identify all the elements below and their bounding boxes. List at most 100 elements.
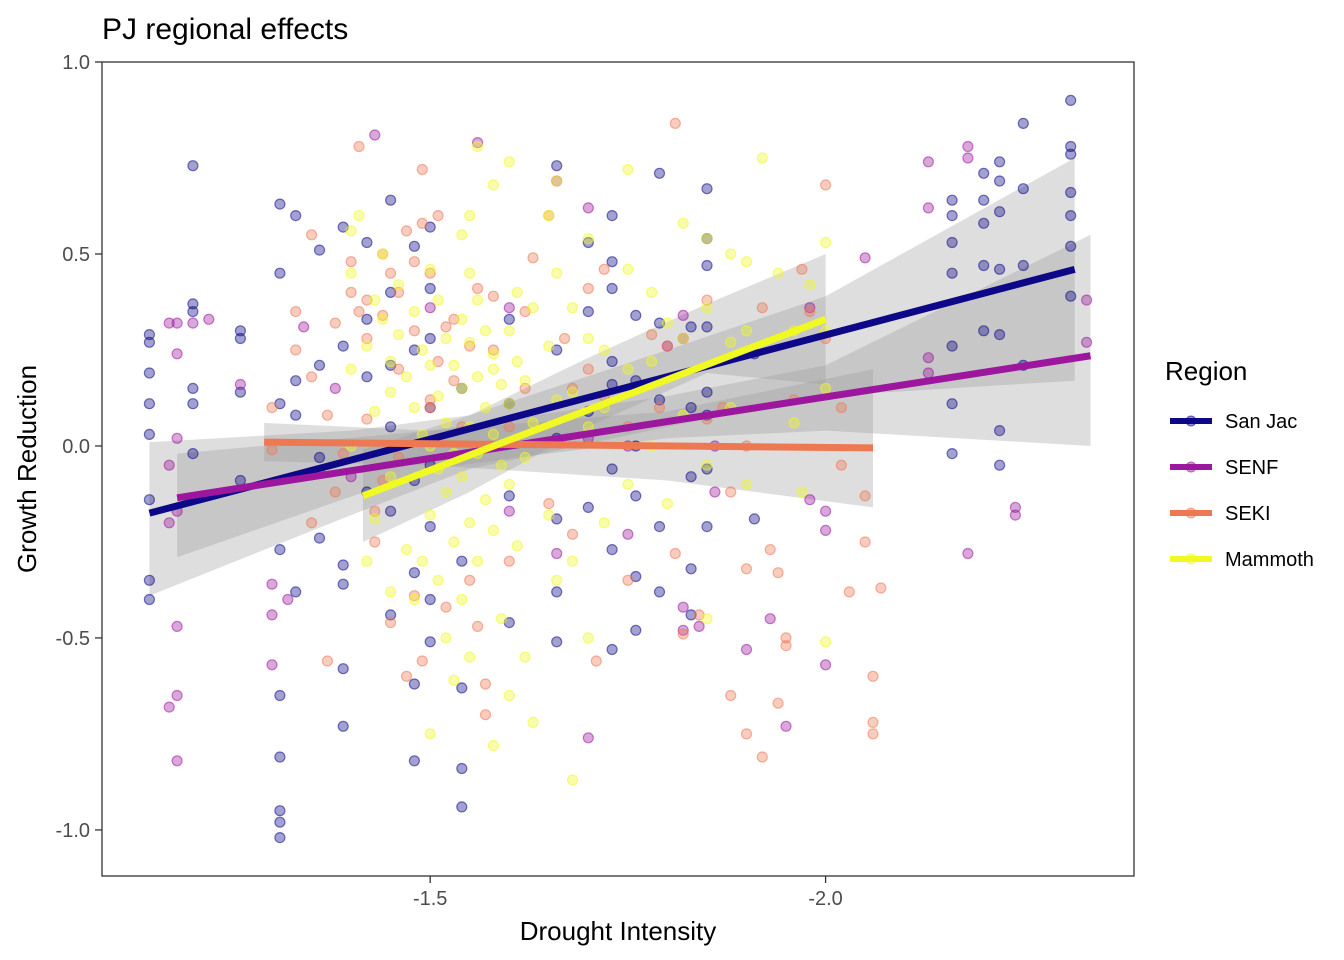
- point-2-102: [369, 505, 381, 517]
- point-0-8: [187, 160, 199, 172]
- point-2-51: [519, 382, 531, 394]
- point-0-136: [993, 459, 1006, 471]
- point-3-74: [511, 540, 523, 552]
- point-0-144: [1065, 186, 1077, 199]
- point-0-2: [143, 367, 155, 379]
- point-2-93: [867, 716, 879, 729]
- point-2-46: [487, 290, 499, 302]
- point-0-39: [337, 663, 349, 675]
- point-0-146: [1065, 240, 1077, 252]
- point-2-92: [867, 670, 879, 682]
- point-2-26: [400, 670, 413, 682]
- point-2-22: [385, 616, 397, 629]
- point-3-0: [345, 225, 357, 237]
- point-2-31: [416, 217, 428, 229]
- point-0-112: [701, 386, 713, 398]
- point-2-98: [740, 728, 753, 740]
- legend-key-point-3: [1185, 553, 1197, 565]
- point-0-22: [274, 689, 286, 702]
- point-3-11: [385, 355, 397, 368]
- point-2-57: [566, 528, 579, 540]
- legend-label-2: SEKI: [1225, 503, 1271, 525]
- point-0-139: [1017, 259, 1029, 272]
- point-3-133: [424, 728, 436, 740]
- point-3-59: [487, 179, 499, 191]
- point-0-19: [274, 267, 286, 279]
- point-3-36: [440, 632, 452, 644]
- point-3-91: [582, 233, 594, 245]
- point-2-3: [290, 344, 302, 356]
- point-1-44: [780, 720, 792, 732]
- point-2-21: [385, 267, 397, 279]
- point-0-79: [551, 636, 563, 648]
- point-0-32: [313, 359, 326, 371]
- point-3-134: [464, 210, 476, 222]
- point-3-62: [487, 524, 499, 537]
- point-3-37: [448, 359, 460, 371]
- point-0-102: [653, 586, 666, 598]
- point-2-9: [329, 486, 341, 498]
- point-0-55: [408, 678, 420, 690]
- point-0-41: [361, 236, 373, 249]
- point-1-41: [709, 486, 721, 498]
- point-0-115: [701, 520, 713, 533]
- point-2-4: [306, 229, 318, 241]
- point-1-52: [922, 202, 935, 214]
- point-3-20: [408, 402, 420, 414]
- point-0-81: [582, 306, 594, 318]
- point-3-60: [487, 348, 499, 360]
- point-3-103: [645, 355, 658, 368]
- point-1-59: [1009, 509, 1022, 521]
- y-tick-label-3: -0.5: [56, 628, 90, 650]
- point-3-4: [361, 340, 373, 352]
- point-2-25: [400, 225, 413, 237]
- point-2-14: [353, 140, 365, 153]
- point-1-29: [582, 202, 594, 214]
- point-1-38: [677, 624, 689, 636]
- point-1-55: [962, 140, 974, 153]
- point-2-45: [479, 678, 492, 690]
- point-0-5: [143, 494, 155, 506]
- point-2-28: [408, 325, 420, 337]
- point-1-58: [1009, 501, 1022, 513]
- point-0-43: [361, 371, 373, 383]
- point-3-67: [503, 156, 515, 168]
- point-3-28: [424, 509, 436, 521]
- point-0-95: [630, 490, 642, 502]
- point-3-126: [819, 236, 832, 249]
- point-2-75: [740, 563, 753, 575]
- point-0-13: [187, 448, 199, 460]
- plot-panel-border: [101, 61, 1135, 877]
- point-2-16: [361, 413, 373, 425]
- point-3-71: [503, 689, 515, 702]
- point-2-24: [393, 363, 405, 375]
- point-0-92: [630, 309, 642, 321]
- point-3-5: [361, 555, 373, 567]
- point-3-50: [464, 651, 476, 663]
- point-3-70: [503, 478, 515, 490]
- point-1-39: [693, 620, 705, 633]
- point-2-87: [835, 402, 848, 414]
- point-3-13: [385, 471, 397, 483]
- point-3-41: [456, 229, 468, 241]
- point-3-118: [740, 325, 753, 337]
- point-3-86: [551, 574, 563, 586]
- point-1-54: [922, 367, 935, 379]
- point-3-95: [598, 344, 610, 356]
- point-0-110: [701, 259, 713, 272]
- point-2-84: [804, 306, 816, 318]
- point-1-20: [329, 382, 341, 394]
- point-1-43: [764, 613, 776, 625]
- point-3-65: [495, 459, 507, 471]
- point-2-71: [701, 294, 713, 306]
- point-0-3: [143, 398, 155, 410]
- point-0-97: [630, 624, 642, 636]
- point-2-49: [503, 421, 515, 433]
- point-1-35: [677, 309, 689, 321]
- point-0-36: [337, 340, 349, 352]
- point-3-33: [440, 332, 452, 345]
- point-0-98: [653, 167, 666, 179]
- point-0-99: [653, 317, 666, 329]
- point-3-63: [487, 739, 499, 752]
- point-0-25: [274, 816, 286, 828]
